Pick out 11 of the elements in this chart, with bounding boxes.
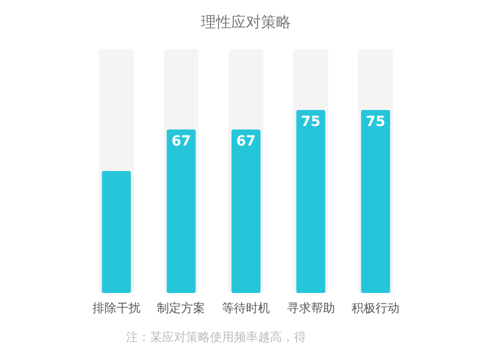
x-tick-label: 排除干扰 (92, 301, 140, 315)
text: 注：某应对策略使用频率越高，得 (126, 330, 306, 344)
x-tick-label: 积极行动 (352, 301, 400, 315)
x-tick-label: 等待时机 (222, 301, 270, 315)
data-label: 67 (236, 134, 256, 150)
data-label: 75 (301, 114, 321, 130)
data-label: 67 (171, 134, 191, 150)
x-tick-label: 制定方案 (157, 301, 206, 315)
chart-title: 理性应对策略 (201, 13, 291, 31)
x-tick-label: 寻求帮助 (286, 301, 335, 315)
data-label: 75 (366, 114, 386, 130)
